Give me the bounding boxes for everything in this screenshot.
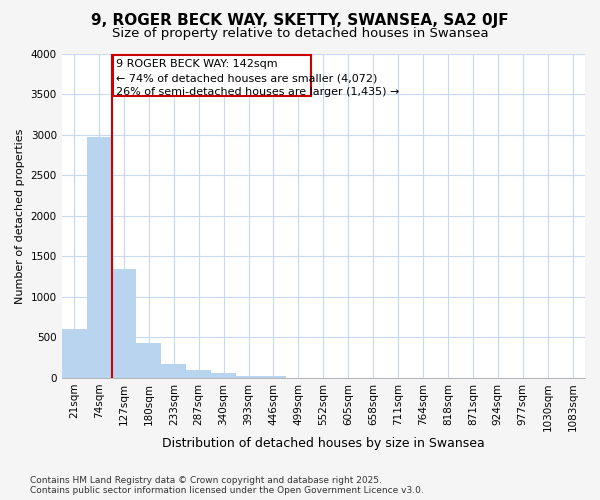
- Bar: [211, 372, 236, 378]
- Text: Contains HM Land Registry data © Crown copyright and database right 2025.
Contai: Contains HM Land Registry data © Crown c…: [30, 476, 424, 495]
- Bar: [113, 55, 311, 96]
- X-axis label: Distribution of detached houses by size in Swansea: Distribution of detached houses by size …: [162, 437, 485, 450]
- Text: 9 ROGER BECK WAY: 142sqm
← 74% of detached houses are smaller (4,072)
26% of sem: 9 ROGER BECK WAY: 142sqm ← 74% of detach…: [116, 60, 400, 98]
- Y-axis label: Number of detached properties: Number of detached properties: [15, 128, 25, 304]
- Text: Size of property relative to detached houses in Swansea: Size of property relative to detached ho…: [112, 28, 488, 40]
- Bar: [136, 343, 161, 378]
- Text: 9, ROGER BECK WAY, SKETTY, SWANSEA, SA2 0JF: 9, ROGER BECK WAY, SKETTY, SWANSEA, SA2 …: [91, 12, 509, 28]
- Bar: [261, 376, 286, 378]
- Bar: [62, 330, 86, 378]
- Bar: [161, 364, 186, 378]
- Bar: [86, 138, 112, 378]
- Bar: [112, 270, 136, 378]
- Bar: [186, 370, 211, 378]
- Bar: [236, 376, 261, 378]
